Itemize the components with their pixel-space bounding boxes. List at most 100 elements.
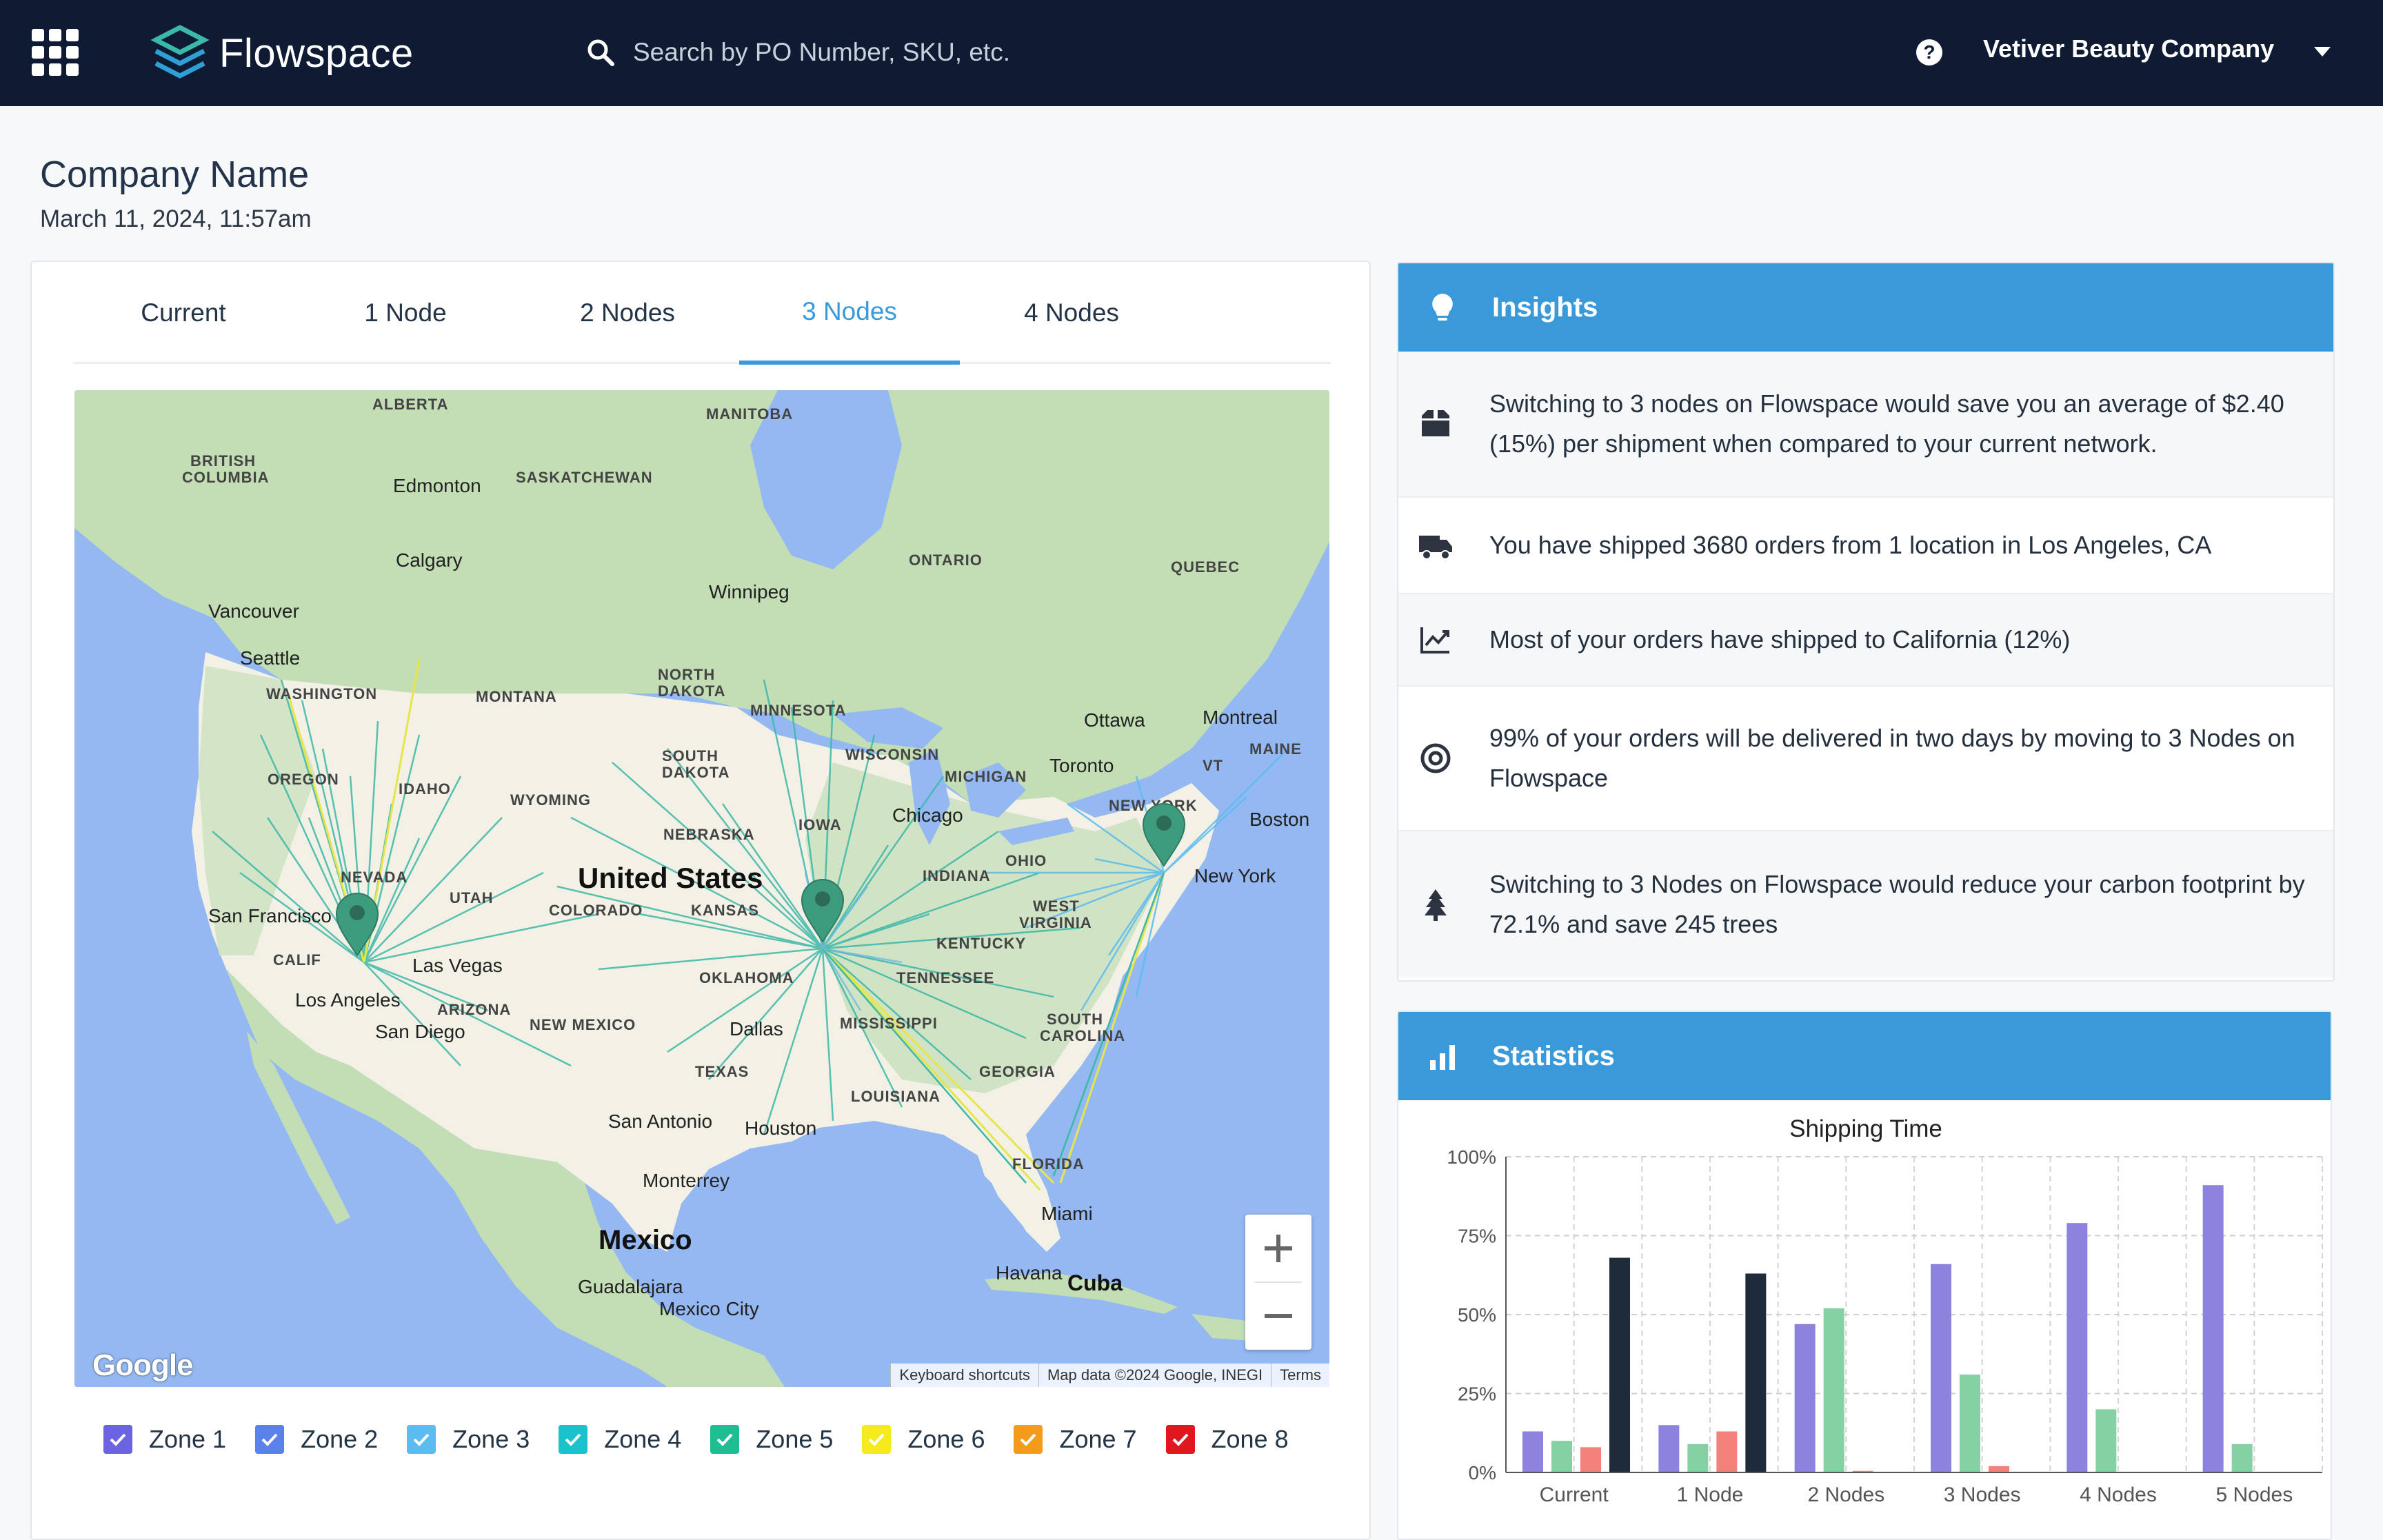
chart-bar[interactable] [1658,1425,1680,1472]
chevron-down-icon[interactable] [2313,45,2332,59]
company-selector[interactable]: Vetiver Beauty Company [1983,34,2275,63]
legend-zone-3[interactable]: Zone 3 [407,1425,530,1454]
chart-bar[interactable] [1852,1470,1873,1472]
svg-text:MAINE: MAINE [1249,740,1302,758]
insight-item: Most of your orders have shipped to Cali… [1398,594,2333,687]
svg-text:Miami: Miami [1041,1203,1093,1224]
keyboard-shortcuts-link[interactable]: Keyboard shortcuts [890,1364,1038,1387]
svg-text:Calgary: Calgary [396,549,462,571]
legend-zone-2[interactable]: Zone 2 [255,1425,378,1454]
map-attribution: Keyboard shortcuts Map data ©2024 Google… [890,1364,1329,1387]
chart-bar[interactable] [2067,1223,2088,1472]
checkbox-icon[interactable] [559,1425,588,1454]
brand-logo-link[interactable]: Flowspace [150,22,414,84]
zoom-out-button[interactable] [1245,1282,1311,1350]
shipping-map[interactable]: ALBERTA MANITOBA BRITISH COLUMBIA SASKAT… [74,390,1329,1387]
search-icon [587,39,614,66]
svg-text:CALIF: CALIF [273,951,321,969]
terms-link[interactable]: Terms [1271,1364,1329,1387]
svg-text:INDIANA: INDIANA [923,867,991,884]
warehouse-pin-icon[interactable] [1142,803,1186,867]
svg-text:QUEBEC: QUEBEC [1171,558,1240,576]
checkbox-icon[interactable] [255,1425,285,1454]
chart-bar[interactable] [1989,1466,2009,1472]
checkbox-icon[interactable] [710,1425,740,1454]
legend-zone-8[interactable]: Zone 8 [1165,1425,1289,1454]
chart-bar[interactable] [1960,1375,1980,1472]
tab-current[interactable]: Current [141,298,226,327]
x-tick-label: 4 Nodes [2080,1483,2157,1506]
chart-bar[interactable] [1609,1257,1630,1472]
legend-zone-6[interactable]: Zone 6 [862,1425,985,1454]
svg-text:COLORADO: COLORADO [549,902,643,919]
zoom-in-button[interactable] [1245,1215,1311,1282]
svg-text:GEORGIA: GEORGIA [979,1063,1056,1080]
map-data-label: Map data ©2024 Google, INEGI [1038,1364,1271,1387]
checkbox-icon[interactable] [1014,1425,1043,1454]
checkbox-icon[interactable] [862,1425,892,1454]
legend-zone-4[interactable]: Zone 4 [559,1425,681,1454]
svg-text:NORTH: NORTH [658,666,715,683]
page-date: March 11, 2024, 11:57am [40,205,312,232]
warehouse-pin-icon[interactable] [801,879,845,943]
apps-grid-icon[interactable] [32,29,79,76]
tab-1-node[interactable]: 1 Node [364,298,447,327]
svg-text:IOWA: IOWA [798,816,842,833]
svg-text:BRITISH: BRITISH [190,452,256,469]
map-zoom-controls [1245,1215,1311,1350]
page-title: Company Name [40,154,310,195]
flowspace-logo-icon [150,25,210,79]
insight-item: Switching to 3 nodes on Flowspace would … [1398,352,2333,498]
help-icon[interactable]: ? [1916,39,1943,66]
legend-zone-1[interactable]: Zone 1 [103,1425,226,1454]
chart-bar[interactable] [2202,1185,2224,1472]
chart-bar[interactable] [1745,1273,1767,1472]
box-icon [1422,410,1449,436]
insight-text: Switching to 3 Nodes on Flowspace would … [1489,870,2305,938]
tab-3-nodes[interactable]: 3 Nodes [739,262,960,365]
lightbulb-icon [1432,294,1453,321]
svg-text:TEXAS: TEXAS [695,1063,749,1080]
svg-text:NEW MEXICO: NEW MEXICO [530,1016,636,1033]
insight-text: You have shipped 3680 orders from 1 loca… [1489,531,2212,559]
svg-text:Toronto: Toronto [1049,755,1114,776]
network-map-card: Current 1 Node 2 Nodes 3 Nodes 4 Nodes [30,261,1371,1540]
chart-bar[interactable] [1687,1443,1709,1472]
legend-zone-7[interactable]: Zone 7 [1014,1425,1137,1454]
checkbox-icon[interactable] [407,1425,436,1454]
shipping-time-chart: 0% 25% 50% 75% 100% Current 1 Node 2 Nodes 3 Nod… [1447,1146,2323,1506]
svg-text:Vancouver: Vancouver [208,600,299,622]
tree-icon [1425,889,1447,921]
chart-bar[interactable] [1522,1431,1543,1472]
checkbox-icon[interactable] [103,1425,132,1454]
chart-bar[interactable] [1931,1264,1951,1472]
chart-bar[interactable] [1716,1431,1738,1472]
svg-text:OREGON: OREGON [268,771,339,788]
insights-title: Insights [1492,292,1598,323]
svg-text:Monterrey: Monterrey [643,1170,730,1191]
checkbox-icon[interactable] [1165,1425,1195,1454]
svg-text:ARIZONA: ARIZONA [437,1001,511,1018]
x-tick-label: 2 Nodes [1807,1483,1884,1506]
legend-zone-5[interactable]: Zone 5 [710,1425,833,1454]
chart-bar[interactable] [1551,1441,1572,1472]
svg-text:UTAH: UTAH [450,889,493,906]
chart-bar[interactable] [2231,1443,2253,1472]
svg-text:San Diego: San Diego [375,1021,465,1042]
svg-text:Los Angeles: Los Angeles [295,989,401,1011]
svg-text:Seattle: Seattle [240,647,300,669]
tab-4-nodes[interactable]: 4 Nodes [1024,298,1119,327]
chart-bar[interactable] [1794,1324,1816,1472]
insight-text: Switching to 3 nodes on Flowspace would … [1489,389,2284,458]
chart-bar[interactable] [1823,1308,1844,1472]
svg-text:MINNESOTA: MINNESOTA [750,702,846,719]
insight-item: Switching to 3 Nodes on Flowspace would … [1398,831,2333,977]
svg-text:NEBRASKA: NEBRASKA [663,826,755,843]
warehouse-pin-icon[interactable] [335,893,379,957]
chart-bar[interactable] [2095,1409,2117,1472]
chart-bar[interactable] [1580,1447,1601,1472]
svg-text:IDAHO: IDAHO [399,780,451,798]
search-input[interactable] [633,38,1185,67]
tab-2-nodes[interactable]: 2 Nodes [580,298,675,327]
svg-text:ONTARIO: ONTARIO [909,551,983,569]
